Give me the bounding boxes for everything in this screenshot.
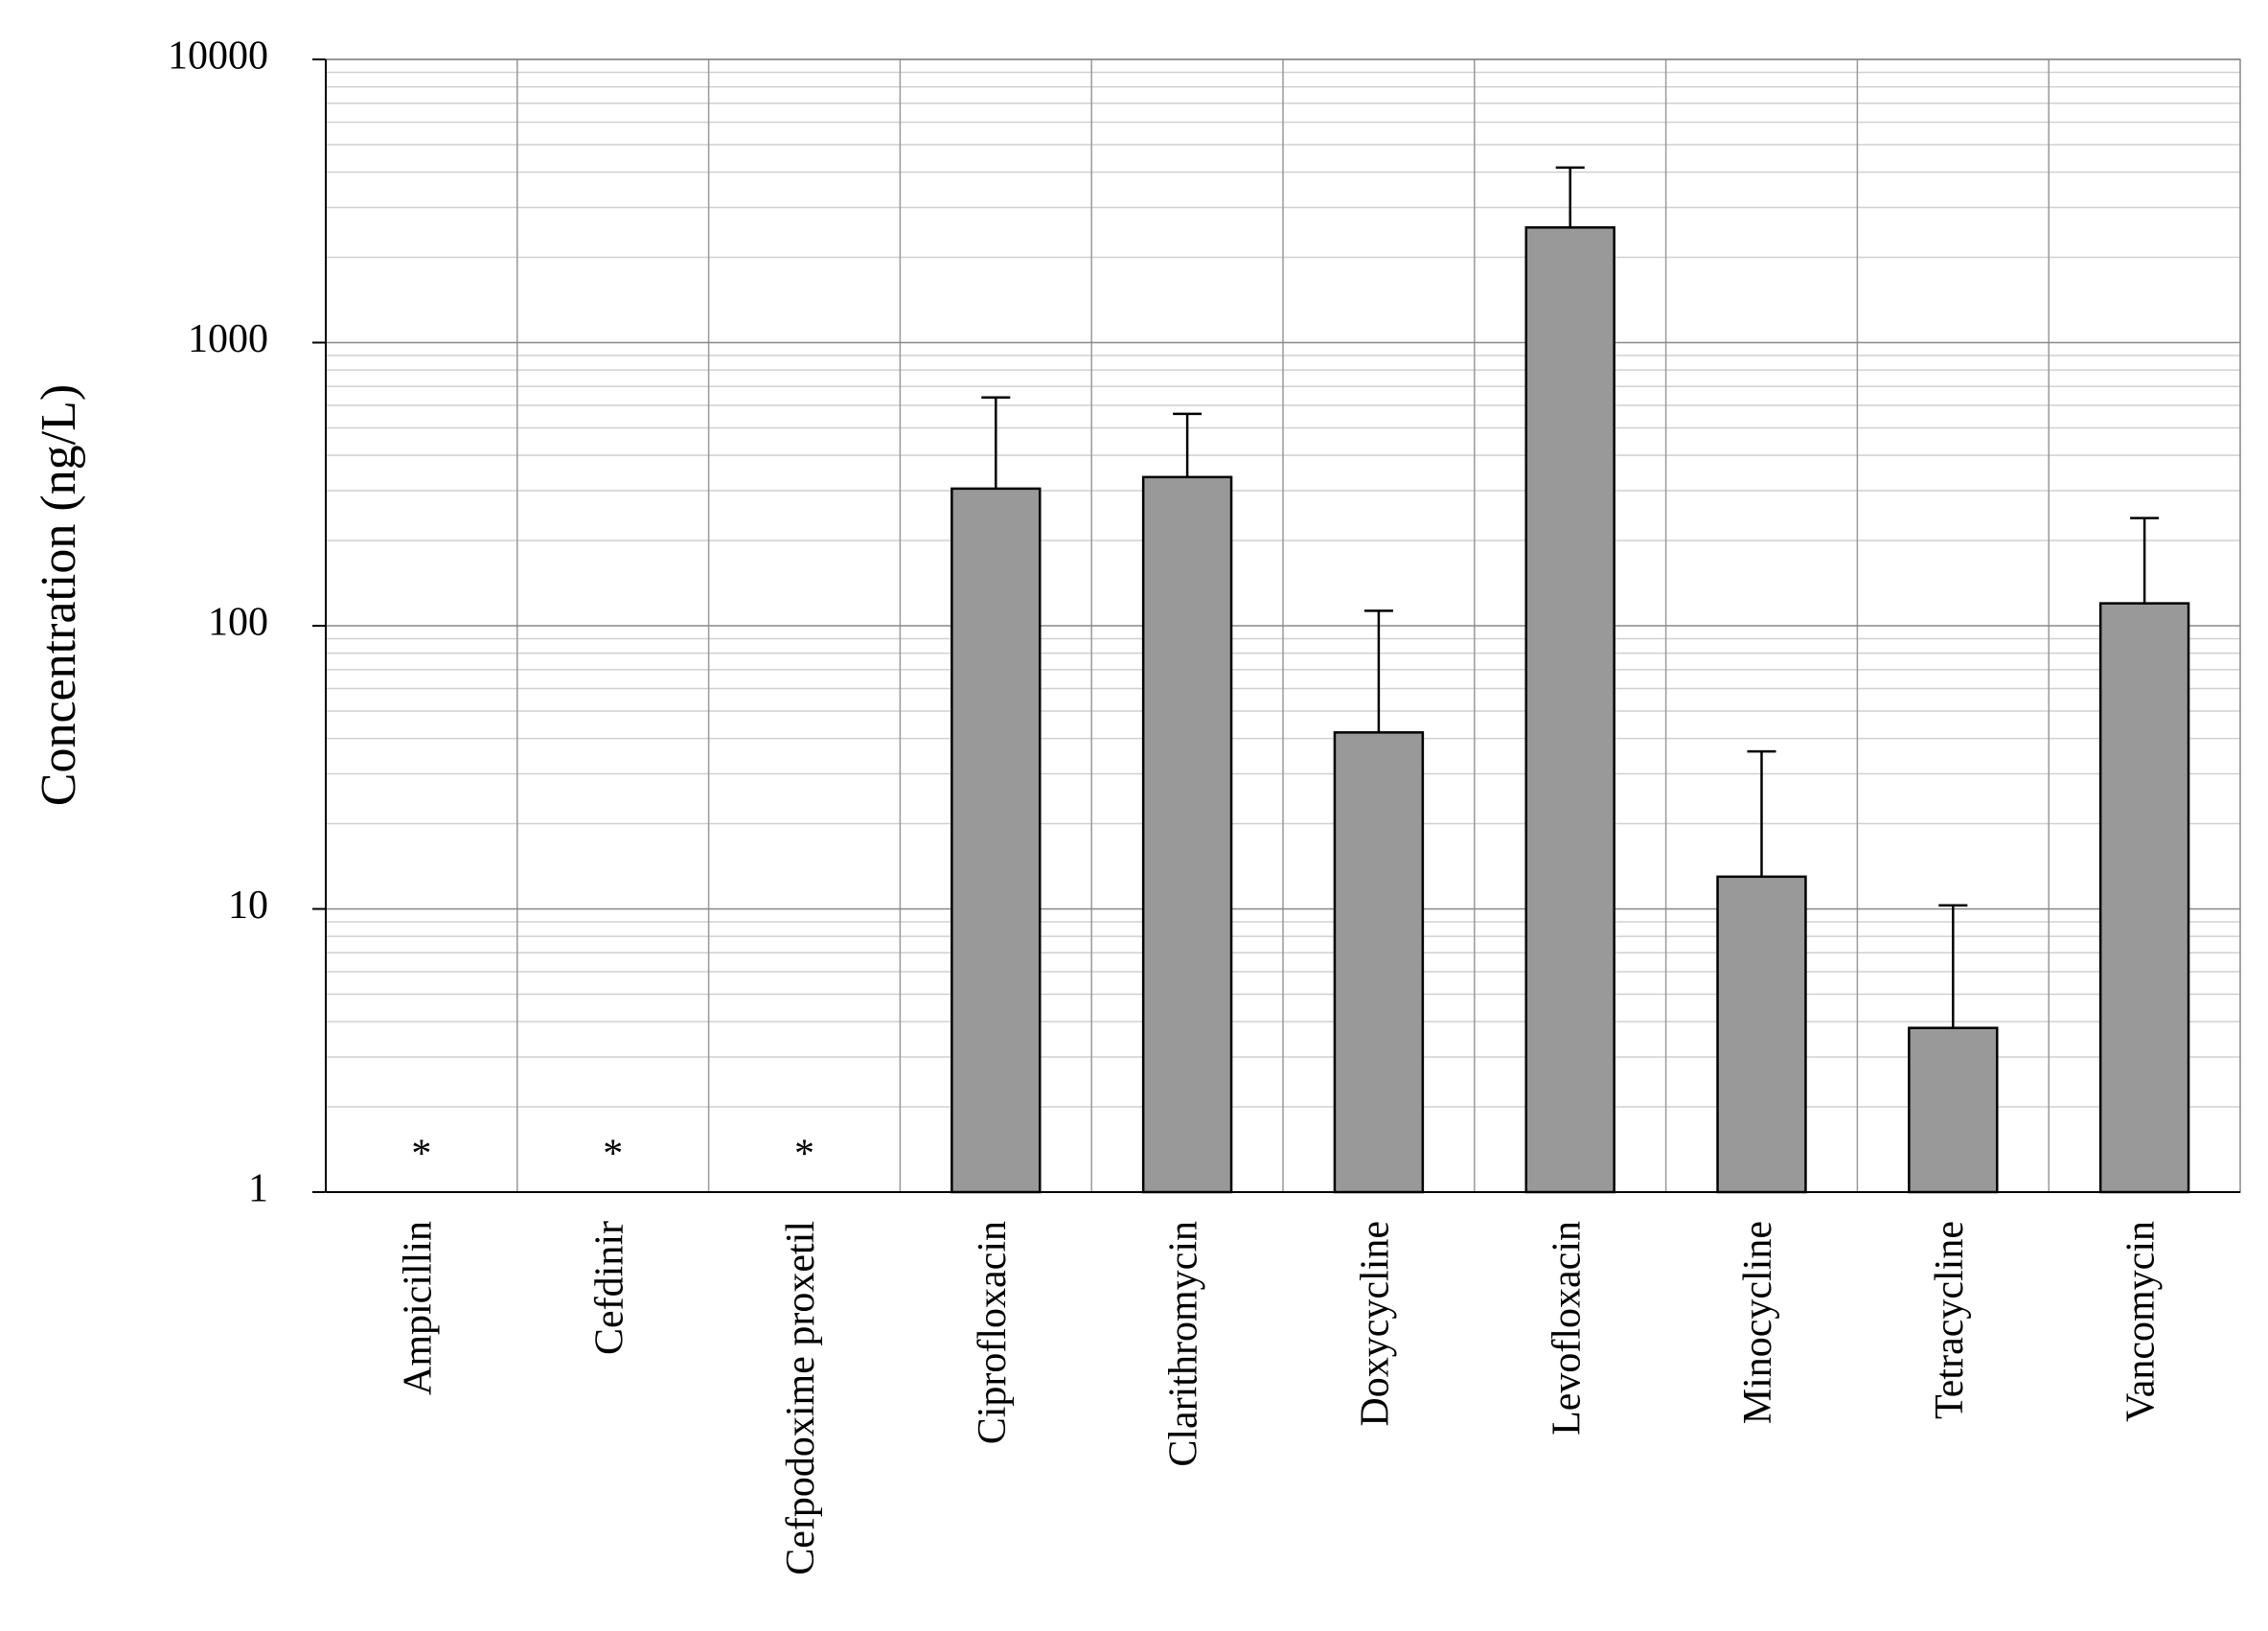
x-tick-label: Clarithromycin [1162,1221,1206,1467]
x-tick-label: Cefdinir [587,1221,631,1355]
x-tick-label: Levofloxacin [1545,1221,1589,1436]
x-tick-label: Tetracycline [1928,1221,1972,1419]
value-label: * [603,1133,623,1177]
x-tick-label: Vancomycin [2119,1221,2164,1422]
y-tick-label: 1000 [188,317,268,361]
bar [2098,602,2190,1194]
x-tick-label: Minocycline [1736,1221,1780,1424]
y-tick-label: 10000 [168,34,268,79]
x-tick-label: Ampicillin [397,1221,441,1395]
y-axis-label: Concentration (ng/L) [32,384,86,806]
y-tick-label: 10 [228,884,268,928]
y-tick-label: 100 [208,601,268,645]
bar [1908,1026,1999,1194]
x-tick-label: Doxycycline [1354,1221,1398,1427]
y-tick-label: 1 [248,1167,268,1211]
x-tick-label: Cefpodoxime proxetil [779,1221,823,1575]
value-label: * [794,1133,814,1177]
bar [951,487,1042,1194]
bar [1333,731,1425,1194]
x-tick-label: Ciprofloxacin [971,1221,1015,1444]
bar [1141,475,1233,1194]
bar [1524,226,1615,1194]
value-label: * [411,1133,431,1177]
bar [1716,875,1807,1194]
